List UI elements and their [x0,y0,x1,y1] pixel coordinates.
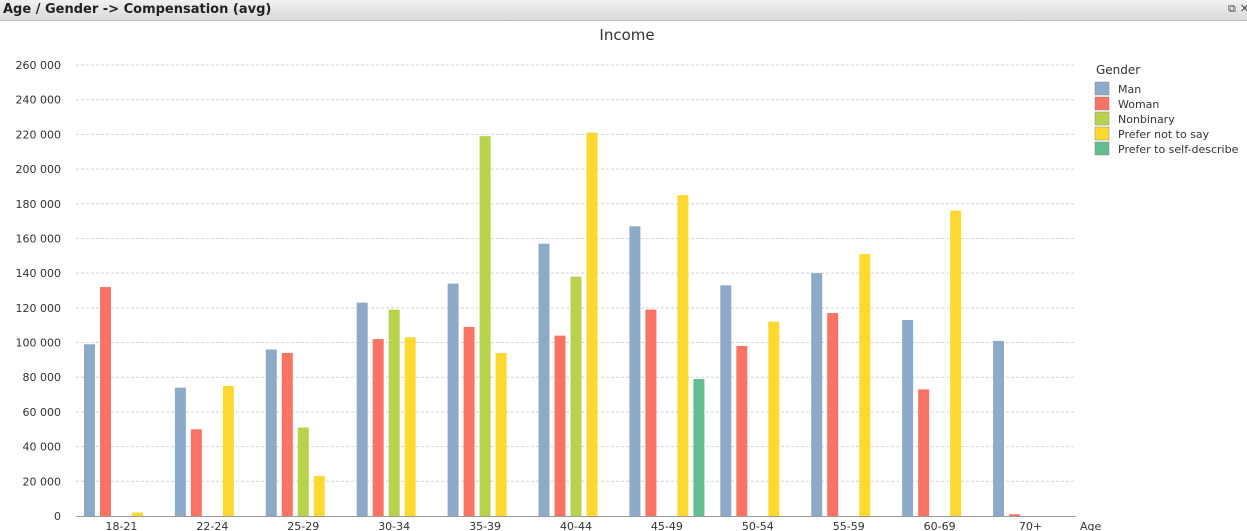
bar[interactable] [372,339,384,516]
y-tick-label: 60 000 [23,406,62,419]
bar[interactable] [265,349,277,516]
y-tick-label: 100 000 [16,337,62,350]
legend: Gender Man Woman Nonbinary Prefer not to sa… [1094,63,1239,156]
bar[interactable] [902,319,914,516]
y-tick-label: 120 000 [16,302,62,315]
bar[interactable] [1009,514,1021,516]
x-tick-label: 50-54 [742,520,774,531]
x-tick-label: 60-69 [924,520,956,531]
bar[interactable] [174,387,186,516]
y-tick-label: 260 000 [16,59,62,72]
x-tick-label: 30-34 [378,520,410,531]
bar[interactable] [993,340,1005,516]
x-tick-label: 45-49 [651,520,683,531]
bar[interactable] [918,389,930,516]
bar[interactable] [693,378,705,516]
legend-item-label[interactable]: Prefer to self-describe [1118,143,1239,156]
legend-item-label[interactable]: Man [1118,83,1141,96]
legend-title: Gender [1096,63,1140,77]
bar[interactable] [281,352,293,516]
window-title: Age / Gender -> Compensation (avg) [3,2,272,17]
legend-swatch [1094,111,1110,126]
bar[interactable] [570,276,582,516]
y-tick-label: 20 000 [23,475,62,488]
legend-swatch [1094,96,1110,111]
bar[interactable] [388,309,400,516]
bar[interactable] [190,429,202,516]
bar[interactable] [83,344,95,516]
bar[interactable] [297,427,309,516]
bar[interactable] [495,352,507,516]
close-icon[interactable]: ✕ [1240,2,1247,15]
y-axis: 0 20 000 40 000 60 000 80 000 100 000 120 000 1… [16,59,62,523]
bar[interactable] [554,335,566,516]
bar[interactable] [404,337,416,516]
y-tick-label: 200 000 [16,163,62,176]
x-tick-label: 70+ [1019,520,1042,531]
x-tick-label: 25-29 [287,520,319,531]
x-axis: 18-21 22-24 25-29 30-34 35-39 40-44 45-49 50-54… [76,516,1076,531]
y-tick-label: 0 [54,510,61,523]
bar[interactable] [736,346,748,516]
x-tick-label: 22-24 [196,520,228,531]
legend-swatch [1094,141,1110,156]
y-tick-label: 180 000 [16,198,62,211]
y-tick-label: 40 000 [23,441,62,454]
chart-title: Income [599,26,654,44]
y-tick-label: 240 000 [16,94,62,107]
bar[interactable] [356,302,368,516]
x-tick-label: 55-59 [833,520,865,531]
bar[interactable] [447,283,459,516]
x-axis-label: Age [1080,520,1102,531]
bar[interactable] [586,132,598,516]
bar[interactable] [463,326,475,516]
legend-swatch [1094,126,1110,141]
legend-item-label[interactable]: Woman [1118,98,1159,111]
bar[interactable] [131,512,143,516]
bar[interactable] [538,243,550,516]
bar[interactable] [720,285,732,516]
bars [83,132,1021,517]
bar[interactable] [950,210,962,516]
bar[interactable] [629,226,641,517]
x-tick-label: 40-44 [560,520,592,531]
bar[interactable] [768,321,780,516]
bar[interactable] [811,273,823,516]
income-chart: 0 20 000 40 000 60 000 80 000 100 000 120 000 1… [16,26,1239,531]
window-titlebar: Age / Gender -> Compensation (avg) ⧉ ✕ [0,0,1247,21]
x-tick-label: 18-21 [105,520,137,531]
legend-swatch [1094,81,1110,96]
bar[interactable] [645,309,657,516]
legend-item-label[interactable]: Prefer not to say [1118,128,1210,141]
bar[interactable] [222,385,234,516]
bar[interactable] [313,476,325,516]
legend-item-label[interactable]: Nonbinary [1118,113,1175,126]
x-tick-label: 35-39 [469,520,501,531]
bar[interactable] [677,195,689,516]
y-tick-label: 140 000 [16,267,62,280]
bar[interactable] [99,287,111,516]
y-tick-label: 80 000 [23,371,62,384]
bar[interactable] [479,136,491,516]
y-tick-label: 160 000 [16,232,62,245]
restore-icon[interactable]: ⧉ [1228,2,1236,15]
bar[interactable] [859,254,871,517]
y-tick-label: 220 000 [16,128,62,141]
bar[interactable] [827,313,839,516]
